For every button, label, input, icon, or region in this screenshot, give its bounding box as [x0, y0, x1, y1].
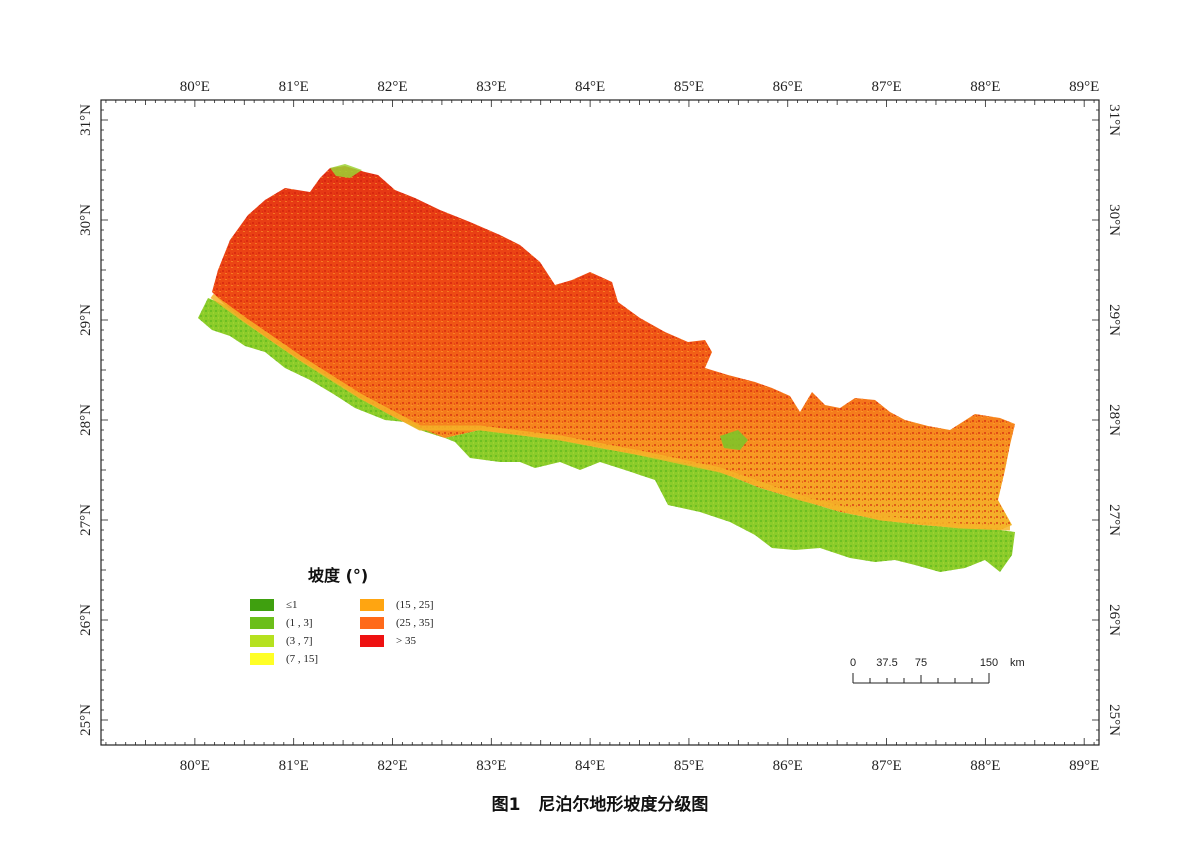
nepal-terai-texture [198, 298, 1015, 572]
longitude-label: 83°E [476, 758, 506, 774]
longitude-label: 80°E [180, 758, 210, 774]
legend-label: > 35 [396, 635, 416, 647]
figure-title: 尼泊尔地形坡度分级图 [538, 795, 709, 815]
legend-item-7-15: (7 , 15] [250, 652, 318, 666]
latitude-label: 29°N [1106, 304, 1122, 336]
legend-item-1-3: (1 , 3] [250, 616, 313, 630]
latitude-label: 27°N [1106, 504, 1122, 536]
longitude-label: 88°E [970, 79, 1000, 95]
nepal-transition-band [210, 293, 1011, 531]
longitude-label: 87°E [871, 758, 901, 774]
longitude-label: 87°E [871, 79, 901, 95]
latitude-label: 30°N [1106, 204, 1122, 236]
legend-item-le1: ≤1 [250, 598, 298, 612]
latitude-label: 31°N [1106, 104, 1122, 136]
longitude-label: 89°E [1069, 79, 1099, 95]
legend-swatch [250, 617, 274, 629]
legend-title: 坡度 (°) [308, 566, 369, 585]
legend-swatch [250, 635, 274, 647]
legend-item-gt35: > 35 [360, 634, 416, 648]
longitude-label: 84°E [575, 79, 605, 95]
latitude-label: 28°N [78, 404, 94, 436]
scale-label-150: 150 [980, 657, 998, 669]
longitude-label: 86°E [773, 758, 803, 774]
legend-label: (3 , 7] [286, 635, 313, 647]
figure-caption: 图1 尼泊尔地形坡度分级图 [0, 790, 1200, 815]
longitude-label: 85°E [674, 758, 704, 774]
legend-swatch [250, 653, 274, 665]
legend-label: (15 , 25] [396, 599, 434, 611]
latitude-label: 27°N [78, 504, 94, 536]
legend-label: ≤1 [286, 599, 298, 611]
scale-bar: 0 37.5 75 150 km [850, 657, 1025, 684]
legend-label: (25 , 35] [396, 617, 434, 629]
latitude-label: 26°N [78, 604, 94, 636]
lat-labels-right: 25°N 26°N 27°N 28°N 29°N 30°N 31°N [1106, 104, 1122, 736]
longitude-label: 82°E [377, 79, 407, 95]
longitude-label: 85°E [674, 79, 704, 95]
figure-number: 图1 [491, 795, 521, 815]
scale-label-0: 0 [850, 657, 856, 669]
lat-labels-left: 25°N 26°N 27°N 28°N 29°N 30°N 31°N [78, 104, 94, 736]
longitude-label: 88°E [970, 758, 1000, 774]
legend-swatch [360, 635, 384, 647]
scale-label-37-5: 37.5 [876, 657, 897, 669]
frame-ticks [101, 99, 1099, 745]
longitude-label: 89°E [1069, 758, 1099, 774]
legend-item-3-7: (3 , 7] [250, 634, 313, 648]
legend-item-25-35: (25 , 35] [360, 616, 434, 630]
lon-labels-bottom: 80°E 81°E 82°E 83°E 84°E 85°E 86°E 87°E 88°E 89°E [180, 758, 1099, 774]
latitude-label: 28°N [1106, 404, 1122, 436]
longitude-label: 82°E [377, 758, 407, 774]
latitude-label: 25°N [78, 704, 94, 736]
inner-valley-patch [330, 164, 362, 178]
legend-label: (1 , 3] [286, 617, 313, 629]
legend-item-15-25: (15 , 25] [360, 598, 434, 612]
legend-label: (7 , 15] [286, 653, 319, 665]
scale-label-75: 75 [915, 657, 927, 669]
latitude-label: 30°N [78, 204, 94, 236]
longitude-label: 80°E [180, 79, 210, 95]
longitude-label: 81°E [279, 79, 309, 95]
inner-valley-patch [720, 430, 748, 450]
latitude-label: 26°N [1106, 604, 1122, 636]
legend-swatch [360, 599, 384, 611]
legend-swatch [250, 599, 274, 611]
legend-swatch [360, 617, 384, 629]
longitude-label: 84°E [575, 758, 605, 774]
latitude-label: 31°N [78, 104, 94, 136]
latitude-label: 25°N [1106, 704, 1122, 736]
longitude-label: 83°E [476, 79, 506, 95]
scale-unit: km [1010, 657, 1025, 669]
latitude-label: 29°N [78, 304, 94, 336]
longitude-label: 86°E [773, 79, 803, 95]
nepal-highland-texture [212, 166, 1015, 530]
lon-labels-top: 80°E 81°E 82°E 83°E 84°E 85°E 86°E 87°E 88°E 89°E [180, 79, 1099, 95]
longitude-label: 81°E [279, 758, 309, 774]
